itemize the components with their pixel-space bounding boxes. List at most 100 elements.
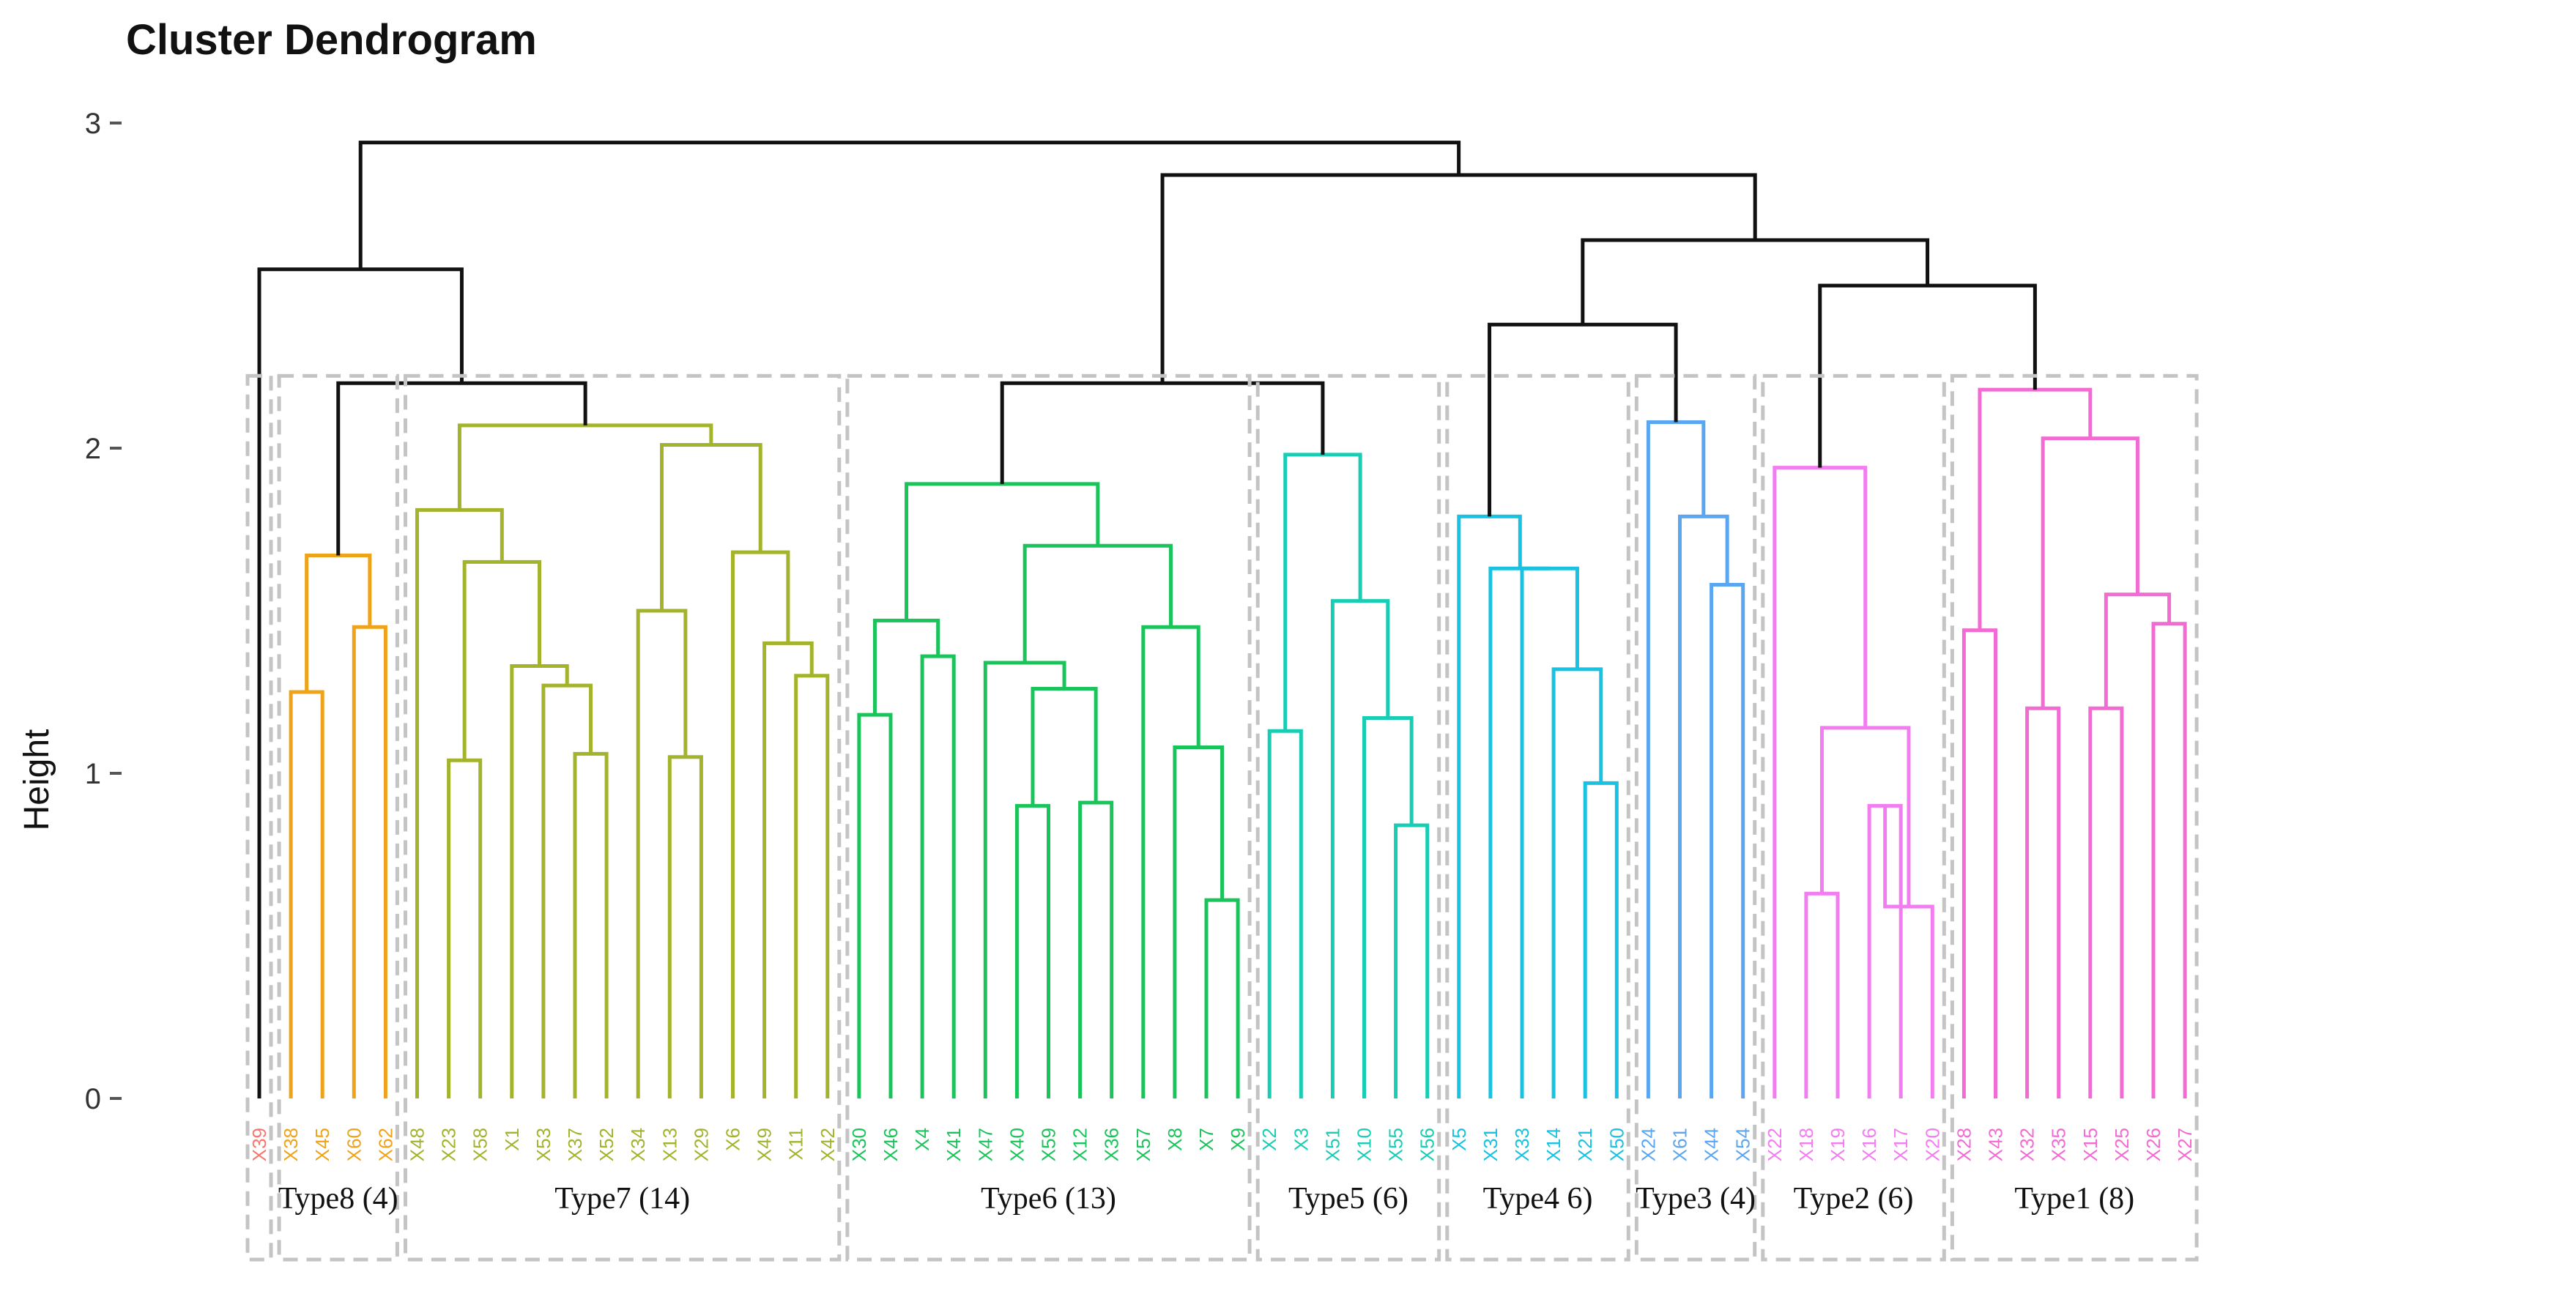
leaf-label: X46 <box>880 1128 902 1161</box>
dendrogram-link <box>1267 729 1303 1098</box>
y-tick-label: 2 <box>85 433 101 465</box>
cluster-box <box>245 373 273 1262</box>
leaf-label: X34 <box>627 1128 649 1161</box>
dendrogram-link <box>636 609 688 1098</box>
leaf-label: X30 <box>848 1128 870 1161</box>
dendrogram-link <box>336 381 587 556</box>
dendrogram-link <box>1978 387 2093 631</box>
cluster-label: Type7 (14) <box>554 1182 690 1216</box>
dendrogram-link <box>1362 716 1414 1098</box>
dendrogram-link <box>1022 543 1173 663</box>
dendrogram-link <box>1583 781 1619 1098</box>
dendrogram-link <box>1773 466 1868 1098</box>
cluster-label: Type6 (13) <box>981 1182 1116 1216</box>
chart-title: Cluster Dendrogram <box>126 16 537 64</box>
dendrogram-link <box>2088 706 2124 1098</box>
leaf-label: X40 <box>1006 1128 1028 1161</box>
dendrogram-link <box>457 423 713 510</box>
cluster-box <box>1255 373 1441 1262</box>
dendrogram-link <box>1520 566 1579 1098</box>
dendrogram-link <box>920 654 956 1098</box>
cluster-label: Type3 (4) <box>1636 1182 1756 1216</box>
dendrogram-link <box>1710 582 1745 1098</box>
cluster-label: Type1 (8) <box>2014 1182 2134 1216</box>
y-tick-label: 0 <box>85 1083 101 1115</box>
leaf-label: X19 <box>1827 1128 1849 1161</box>
leaf-label: X6 <box>722 1128 744 1151</box>
cluster-label: Type8 (4) <box>278 1182 398 1216</box>
leaf-label: X1 <box>501 1128 523 1151</box>
dendrogram-link <box>462 559 542 761</box>
dendrogram-link <box>1078 800 1114 1098</box>
dendrogram-link <box>660 443 762 611</box>
dendrogram-link <box>510 663 569 1098</box>
leaf-label: X53 <box>532 1128 554 1161</box>
dendrogram-link <box>2151 622 2187 1098</box>
leaf-label: X11 <box>785 1128 807 1160</box>
dendrogram-link <box>857 713 893 1098</box>
leaf-label: X15 <box>2079 1128 2101 1161</box>
leaf-label: X17 <box>1890 1128 1912 1161</box>
dendrogram-link <box>1551 667 1603 1098</box>
leaf-label: X51 <box>1321 1128 1343 1161</box>
dendrogram-link <box>1394 823 1430 1098</box>
dendrogram-link <box>1581 238 1930 325</box>
leaf-label: X8 <box>1164 1128 1186 1151</box>
cluster-box <box>1634 373 1757 1262</box>
cluster-label: Type2 (6) <box>1794 1182 1914 1216</box>
leaf-label: X35 <box>2048 1128 2070 1161</box>
leaf-label: X36 <box>1101 1128 1123 1161</box>
dendrogram-link <box>352 625 387 1098</box>
dendrogram-link <box>1330 599 1390 1098</box>
leaf-label: X56 <box>1417 1128 1439 1161</box>
leaf-label: X55 <box>1385 1128 1407 1161</box>
leaf-label: X57 <box>1132 1128 1154 1161</box>
cluster-label: Type4 6) <box>1483 1182 1593 1216</box>
leaf-label: X49 <box>754 1128 776 1161</box>
cluster-box <box>1445 373 1630 1262</box>
dendrogram-link <box>1014 803 1050 1098</box>
leaf-label: X5 <box>1448 1128 1470 1151</box>
dendrogram-link <box>415 507 504 1098</box>
dendrogram-link <box>358 141 1461 269</box>
leaf-label: X45 <box>311 1128 333 1161</box>
y-axis-ticks: 0 1 2 3 <box>85 108 122 1115</box>
dendrogram-link <box>1283 453 1362 732</box>
leaf-label: X29 <box>690 1128 712 1161</box>
dendrogram-link <box>905 482 1100 621</box>
leaf-label: X60 <box>343 1128 365 1161</box>
dendrogram-link <box>983 661 1066 1098</box>
dendrogram-link <box>1000 381 1325 484</box>
cluster-labels: Type8 (4) Type7 (14) Type6 (13) Type5 (6) Ty… <box>278 1182 2134 1216</box>
dendrogram-link <box>2041 436 2139 709</box>
y-axis-label: Height <box>18 729 56 831</box>
dendrogram-link <box>762 641 814 1098</box>
cluster-box <box>845 373 1252 1262</box>
dendrogram-link <box>1031 687 1098 806</box>
dendrogram-link <box>1141 625 1200 1098</box>
cluster-box <box>277 373 399 1262</box>
leaf-label: X58 <box>469 1128 491 1161</box>
y-tick-label: 1 <box>85 758 101 790</box>
leaf-label: X28 <box>1953 1128 1975 1161</box>
y-tick-label: 3 <box>85 108 101 140</box>
leaf-label: X22 <box>1764 1128 1786 1161</box>
leaf-label: X25 <box>2111 1128 2133 1161</box>
leaf-label: X26 <box>2142 1128 2164 1161</box>
leaf-label: X10 <box>1354 1128 1376 1161</box>
cluster-label: Type5 (6) <box>1288 1182 1408 1216</box>
leaf-label: X44 <box>1701 1128 1723 1161</box>
leaf-label: X61 <box>1669 1128 1691 1161</box>
dendrogram-link <box>541 683 593 1098</box>
leaf-label: X27 <box>2174 1128 2196 1161</box>
dendrogram-link <box>872 618 940 715</box>
leaf-label: X39 <box>248 1128 270 1161</box>
dendrogram-link <box>1160 173 1757 384</box>
leaf-label: X14 <box>1543 1128 1564 1161</box>
cluster-box <box>404 373 842 1262</box>
leaf-label: X37 <box>564 1128 586 1161</box>
dendrogram-link <box>667 755 703 1098</box>
dendrogram-link <box>1488 566 1550 1098</box>
dendrogram-link <box>2025 706 2061 1098</box>
